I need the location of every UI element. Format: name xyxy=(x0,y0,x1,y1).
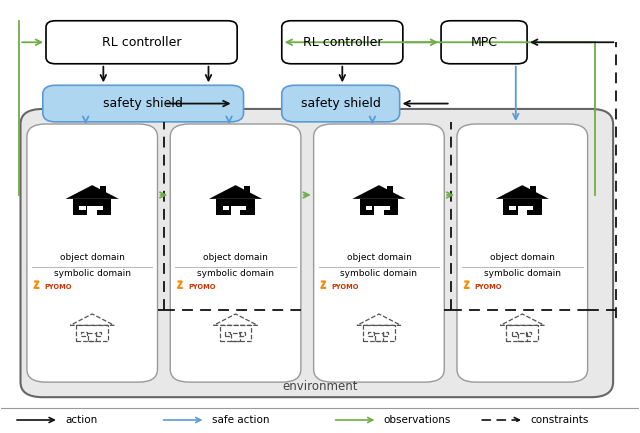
Bar xyxy=(363,325,395,341)
FancyBboxPatch shape xyxy=(441,21,527,64)
Text: safe action: safe action xyxy=(212,415,269,425)
Bar xyxy=(383,332,388,336)
FancyBboxPatch shape xyxy=(314,124,444,382)
Polygon shape xyxy=(209,185,262,199)
Bar xyxy=(506,325,538,341)
Bar xyxy=(503,199,541,215)
Text: object domain: object domain xyxy=(60,253,125,262)
Bar xyxy=(73,199,111,215)
Text: symbolic domain: symbolic domain xyxy=(340,269,417,278)
Bar xyxy=(518,206,527,215)
Bar xyxy=(231,206,241,215)
Text: PYOMO: PYOMO xyxy=(475,284,502,290)
Bar xyxy=(231,333,240,341)
Text: object domain: object domain xyxy=(490,253,555,262)
Bar xyxy=(526,332,531,336)
Text: MPC: MPC xyxy=(470,36,497,49)
Text: constraints: constraints xyxy=(531,415,589,425)
Text: action: action xyxy=(65,415,97,425)
Text: object domain: object domain xyxy=(203,253,268,262)
Bar xyxy=(527,206,533,210)
Bar xyxy=(240,206,246,210)
Text: symbolic domain: symbolic domain xyxy=(54,269,131,278)
Bar xyxy=(531,186,536,194)
FancyBboxPatch shape xyxy=(282,21,403,64)
Bar xyxy=(97,206,103,210)
Bar xyxy=(76,325,108,341)
Bar xyxy=(511,332,517,336)
FancyBboxPatch shape xyxy=(46,21,237,64)
Bar xyxy=(374,333,383,341)
Text: PYOMO: PYOMO xyxy=(45,284,72,290)
Bar xyxy=(88,333,97,341)
Text: symbolic domain: symbolic domain xyxy=(197,269,274,278)
Bar xyxy=(366,206,372,210)
Bar xyxy=(239,332,244,336)
Bar xyxy=(225,332,230,336)
Bar xyxy=(387,186,393,194)
FancyBboxPatch shape xyxy=(43,85,244,122)
Polygon shape xyxy=(496,185,549,199)
Bar xyxy=(223,206,229,210)
Bar xyxy=(518,333,527,341)
Polygon shape xyxy=(353,185,406,199)
Bar xyxy=(368,332,374,336)
FancyBboxPatch shape xyxy=(457,124,588,382)
Bar xyxy=(360,199,398,215)
FancyBboxPatch shape xyxy=(27,124,157,382)
Text: symbolic domain: symbolic domain xyxy=(484,269,561,278)
Bar xyxy=(509,206,516,210)
Text: RL controller: RL controller xyxy=(303,36,382,49)
Text: safety shield: safety shield xyxy=(103,97,183,110)
Bar xyxy=(100,186,106,194)
FancyBboxPatch shape xyxy=(282,85,399,122)
Bar xyxy=(374,206,384,215)
Text: safety shield: safety shield xyxy=(301,97,381,110)
Bar xyxy=(220,325,252,341)
Polygon shape xyxy=(65,185,119,199)
Text: PYOMO: PYOMO xyxy=(188,284,216,290)
Bar xyxy=(383,206,390,210)
FancyBboxPatch shape xyxy=(170,124,301,382)
Text: object domain: object domain xyxy=(346,253,412,262)
Bar xyxy=(79,206,86,210)
Text: RL controller: RL controller xyxy=(102,36,181,49)
Bar xyxy=(216,199,255,215)
Bar xyxy=(81,332,87,336)
Bar xyxy=(244,186,250,194)
Bar xyxy=(88,206,97,215)
Text: observations: observations xyxy=(384,415,451,425)
FancyBboxPatch shape xyxy=(20,109,613,397)
Text: environment: environment xyxy=(282,380,358,393)
Text: PYOMO: PYOMO xyxy=(332,284,359,290)
Bar xyxy=(96,332,101,336)
